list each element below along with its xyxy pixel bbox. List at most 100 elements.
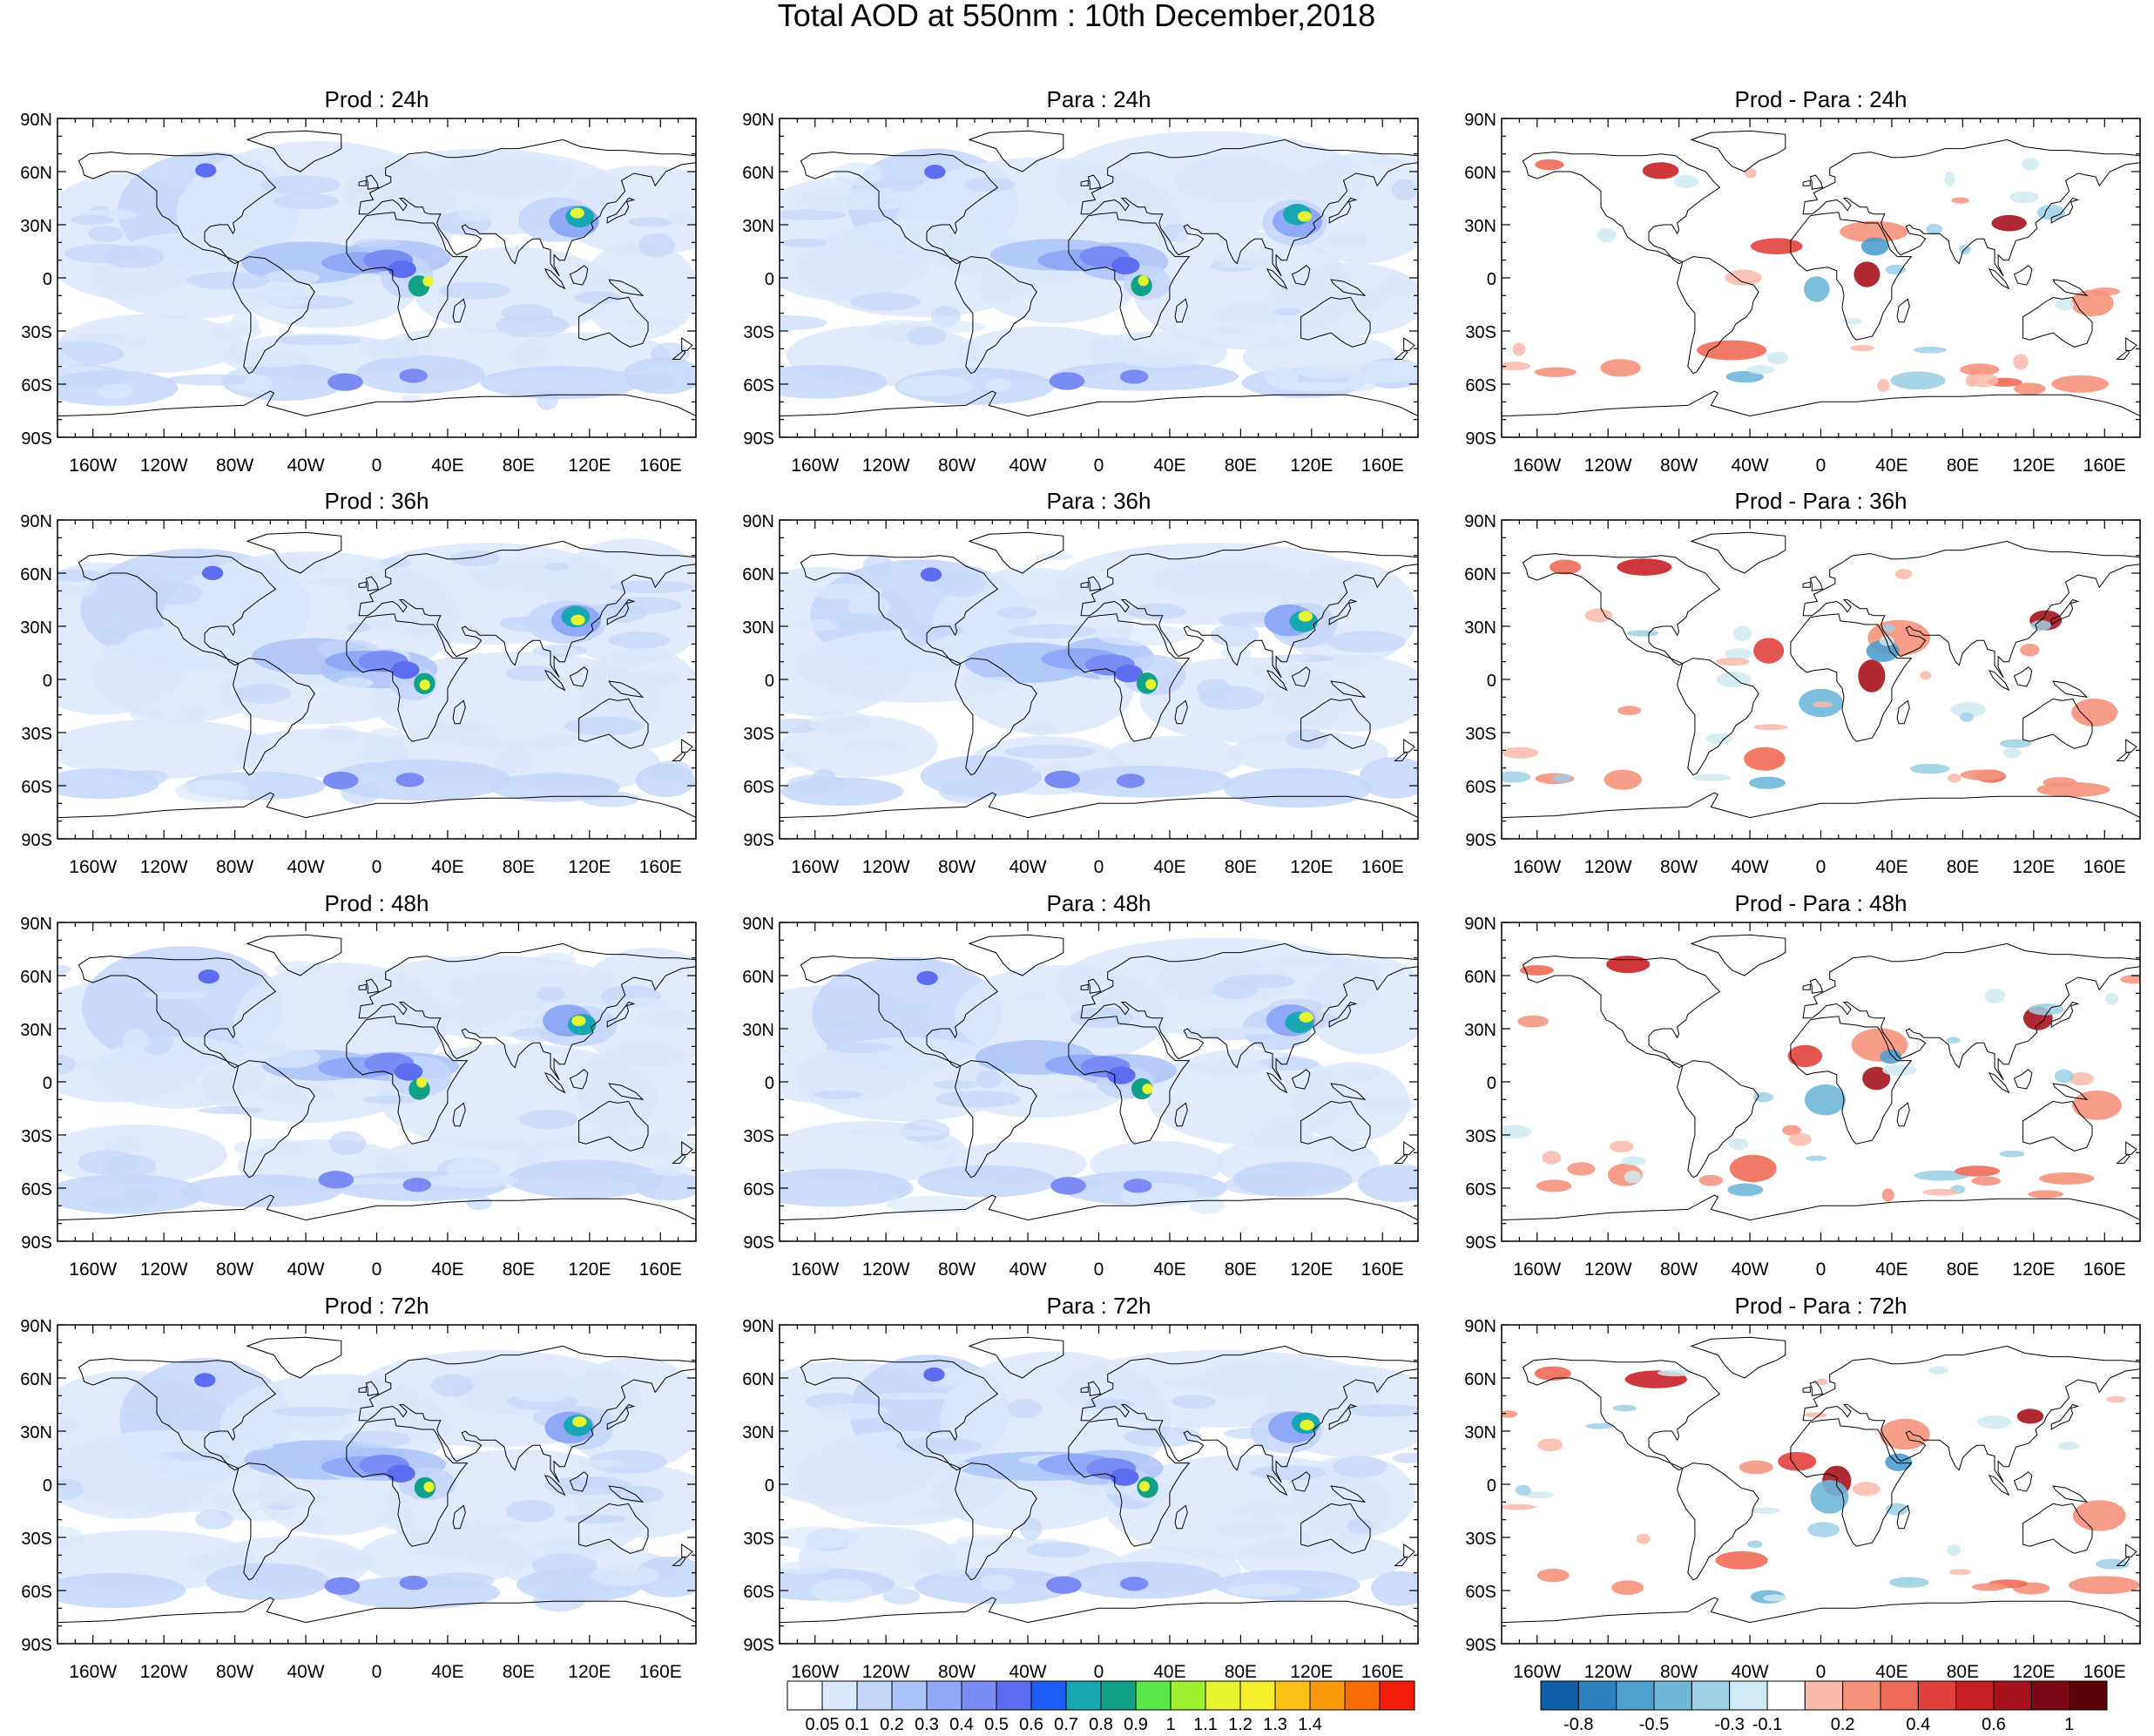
lat-tick-label: 60N bbox=[1464, 968, 1496, 987]
lon-tick-label: 80W bbox=[1660, 1260, 1698, 1280]
lon-tick-label: 40W bbox=[287, 456, 324, 476]
map-panel-8: Para : 48h 90N 60N 30N 0 30S 60S 90S 160W 120W 80W… bbox=[742, 890, 1419, 1280]
lat-tick-label: 30S bbox=[743, 725, 774, 744]
lon-tick-label: 40W bbox=[1731, 857, 1768, 877]
lon-tick-label: 80W bbox=[1660, 857, 1698, 877]
lat-tick-label: 60S bbox=[1465, 1180, 1496, 1199]
colorbar-box bbox=[1804, 1680, 1844, 1711]
lon-tick-label: 120E bbox=[1290, 1662, 1333, 1682]
colorbar-label: 0.4 bbox=[949, 1715, 974, 1734]
coastlines bbox=[57, 1336, 696, 1624]
lon-tick-label: 120E bbox=[568, 857, 611, 877]
lon-tick-label: 0 bbox=[1094, 1662, 1104, 1682]
colorbar-label: 0.4 bbox=[1906, 1715, 1930, 1734]
panel-title: Para : 72h bbox=[1047, 1293, 1151, 1319]
lat-tick-label: 30N bbox=[20, 217, 52, 236]
colorbar-box bbox=[1766, 1680, 1806, 1711]
panel-title: Prod : 36h bbox=[325, 488, 429, 514]
axes bbox=[1501, 922, 2141, 1242]
coastlines bbox=[780, 934, 1418, 1221]
lat-tick-label: 0 bbox=[1487, 1074, 1496, 1093]
colorbar-label: 1.4 bbox=[1298, 1715, 1322, 1734]
lon-tick-label: 40E bbox=[1153, 456, 1185, 476]
lat-tick-label: 30S bbox=[21, 1530, 52, 1549]
colorbar-label: 0.6 bbox=[1019, 1715, 1043, 1734]
colorbar-box bbox=[1135, 1680, 1172, 1711]
lat-tick-label: 60N bbox=[1464, 1370, 1496, 1389]
map-panel-6: Prod - Para : 36h 90N 60N 30N 0 30S 60S 90S 160W… bbox=[1464, 488, 2141, 877]
lon-tick-label: 40W bbox=[1009, 1260, 1046, 1280]
coastlines bbox=[57, 934, 696, 1221]
lon-tick-label: 80W bbox=[938, 456, 976, 476]
axes bbox=[779, 1324, 1419, 1645]
panel-title: Prod - Para : 48h bbox=[1735, 890, 1908, 916]
colorbar-box bbox=[1239, 1680, 1276, 1711]
lat-tick-label: 90N bbox=[20, 1317, 52, 1336]
lat-tick-label: 90S bbox=[21, 1233, 52, 1253]
lat-tick-label: 90S bbox=[21, 1636, 52, 1655]
panel-title: Para : 36h bbox=[1047, 488, 1151, 514]
lon-tick-label: 40W bbox=[287, 1662, 324, 1682]
lon-tick-label: 80E bbox=[1947, 857, 1979, 877]
colorbar-label: 1.1 bbox=[1193, 1715, 1218, 1734]
colorbar-label: 0.1 bbox=[845, 1715, 869, 1734]
colorbar-label: 0.9 bbox=[1124, 1715, 1148, 1734]
lat-tick-label: 30S bbox=[1465, 1127, 1496, 1146]
lon-tick-label: 80E bbox=[1225, 1260, 1257, 1280]
lat-tick-label: 60N bbox=[1464, 565, 1496, 584]
lat-tick-label: 90S bbox=[743, 429, 774, 449]
lat-tick-label: 90S bbox=[21, 831, 52, 850]
lon-tick-label: 120W bbox=[862, 857, 910, 877]
lon-tick-label: 80W bbox=[1660, 1662, 1698, 1682]
lon-tick-label: 120W bbox=[862, 456, 910, 476]
lon-tick-label: 160W bbox=[1513, 1260, 1561, 1280]
coastlines bbox=[1502, 130, 2140, 417]
lon-tick-label: 80W bbox=[938, 1662, 976, 1682]
lon-tick-label: 160W bbox=[1513, 1662, 1561, 1682]
lat-tick-label: 60S bbox=[1465, 1583, 1496, 1602]
lon-tick-label: 120W bbox=[862, 1662, 910, 1682]
coastlines bbox=[780, 1336, 1418, 1624]
coastlines bbox=[1502, 531, 2140, 819]
lat-tick-label: 60S bbox=[1465, 376, 1496, 395]
colorbar-box bbox=[961, 1680, 997, 1711]
colorbar-box bbox=[1100, 1680, 1137, 1711]
lon-tick-label: 40E bbox=[1875, 1662, 1908, 1682]
lat-tick-label: 30N bbox=[742, 1021, 774, 1040]
lat-tick-label: 30S bbox=[1465, 1530, 1496, 1549]
lon-tick-label: 0 bbox=[372, 1662, 382, 1682]
lat-tick-label: 30S bbox=[1465, 725, 1496, 744]
lat-tick-label: 60S bbox=[743, 376, 774, 395]
colorbar-label: -0.8 bbox=[1563, 1715, 1593, 1734]
lon-tick-label: 40E bbox=[1875, 857, 1908, 877]
lat-tick-label: 60N bbox=[20, 164, 52, 183]
coastlines bbox=[780, 130, 1418, 417]
lon-tick-label: 160E bbox=[2083, 857, 2126, 877]
lat-tick-label: 30S bbox=[21, 725, 52, 744]
lon-tick-label: 40E bbox=[1875, 1260, 1908, 1280]
lon-tick-label: 120W bbox=[140, 1662, 188, 1682]
lon-tick-label: 120E bbox=[1290, 456, 1333, 476]
difference-colorbar: -0.8 -0.5 -0.3 -0.1 0.2 0.4 0.6 1 bbox=[1540, 1680, 2108, 1734]
lat-tick-label: 90N bbox=[20, 512, 52, 531]
map-panel-2: Para : 24h 90N 60N 30N 0 30S 60S 90S 160W 120W 80W… bbox=[742, 86, 1419, 476]
panel-title: Prod - Para : 72h bbox=[1735, 1293, 1908, 1319]
colorbar-box bbox=[2030, 1680, 2070, 1711]
lon-tick-label: 80W bbox=[1660, 456, 1698, 476]
lon-tick-label: 80E bbox=[503, 857, 535, 877]
lat-tick-label: 30S bbox=[21, 1127, 52, 1146]
lon-tick-label: 120E bbox=[1290, 857, 1333, 877]
lat-tick-label: 90N bbox=[1464, 915, 1496, 934]
colorbar-box bbox=[1880, 1680, 1919, 1711]
lat-tick-label: 60N bbox=[742, 164, 774, 183]
axes bbox=[779, 922, 1419, 1242]
colorbar-label: 0.05 bbox=[806, 1715, 840, 1734]
lat-tick-label: 30N bbox=[742, 217, 774, 236]
colorbar-label: 0.8 bbox=[1089, 1715, 1113, 1734]
lon-tick-label: 160E bbox=[639, 1260, 682, 1280]
colorbar-label: -0.3 bbox=[1714, 1715, 1744, 1734]
map-panel-3: Prod - Para : 24h 90N 60N 30N 0 30S 60S 90S 160W… bbox=[1464, 86, 2141, 476]
lat-tick-label: 60N bbox=[1464, 164, 1496, 183]
colorbar-label: 1.2 bbox=[1228, 1715, 1253, 1734]
data-field bbox=[780, 922, 1418, 1241]
